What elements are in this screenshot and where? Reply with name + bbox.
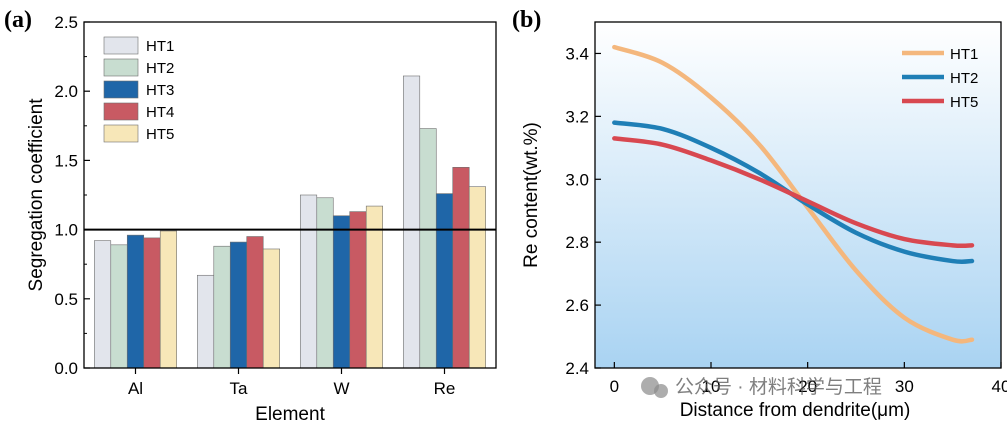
legend-swatch-ht2 xyxy=(103,58,139,77)
line-ht2 xyxy=(612,120,975,264)
line-ht5 xyxy=(612,136,975,249)
bar-group xyxy=(94,75,487,369)
bar-w-ht2 xyxy=(316,197,334,369)
x-tick-label: Ta xyxy=(230,379,249,398)
x-axis-ticks: 0 10 20 30 40 xyxy=(610,362,1007,396)
wechat-icon-small xyxy=(654,384,668,398)
series-lines xyxy=(612,44,975,344)
bar-al-ht1 xyxy=(94,240,112,369)
x-axis-title: Distance from dendrite(μm) xyxy=(680,400,911,421)
bar-ta-ht2 xyxy=(213,245,231,369)
x-tick-label: 40 xyxy=(992,377,1007,396)
watermark: 公众号 · 材料科学与工程 xyxy=(641,376,882,398)
y-tick-label: 2.8 xyxy=(565,233,589,252)
x-tick-label: 10 xyxy=(702,377,721,396)
x-axis-title: Element xyxy=(255,404,325,425)
legend-label-ht5: HT5 xyxy=(950,94,978,111)
bar-ta-ht3 xyxy=(229,241,248,369)
line-ht1 xyxy=(612,44,975,344)
bar-al-ht3 xyxy=(126,234,145,369)
legend-label-ht5: HT5 xyxy=(146,126,174,143)
bar-re-ht1 xyxy=(402,75,421,369)
bar-al-ht2 xyxy=(110,244,128,369)
bar-ta-ht4 xyxy=(246,236,264,369)
legend-label-ht1: HT1 xyxy=(146,38,174,55)
y-axis-title: Segregation coefficient xyxy=(26,98,47,292)
legend-label-ht4: HT4 xyxy=(146,104,174,121)
y-tick-label: 1.0 xyxy=(54,221,78,240)
bar-w-ht1 xyxy=(299,194,318,369)
bar-w-ht4 xyxy=(349,211,367,369)
y-tick-label: 3.4 xyxy=(565,44,589,63)
bar-w-ht3 xyxy=(332,215,351,369)
legend: HT1 HT2 HT3 HT4 HT5 xyxy=(103,36,174,143)
legend-label-ht1: HT1 xyxy=(950,46,978,63)
panel-a-label: (a) xyxy=(4,7,32,33)
bar-ta-ht5 xyxy=(262,248,281,369)
x-tick-label: 20 xyxy=(798,377,817,396)
legend-label-ht2: HT2 xyxy=(950,70,978,87)
x-tick-label: Al xyxy=(128,379,143,398)
legend-swatch-ht3 xyxy=(103,80,139,99)
panel-b-line-chart: (b) 2.4 2.6 2.8 3.0 3.2 3.4 0 10 20 30 40 Distanc… xyxy=(512,7,1007,421)
y-tick-label: 2.5 xyxy=(54,13,78,32)
y-axis-ticks: 0.0 0.5 1.0 1.5 2.0 2.5 xyxy=(54,13,90,378)
y-tick-label: 0.0 xyxy=(54,359,78,378)
panel-b-label: (b) xyxy=(512,7,541,33)
watermark-text: 公众号 · 材料科学与工程 xyxy=(675,376,882,398)
y-axis-ticks: 2.4 2.6 2.8 3.0 3.2 3.4 xyxy=(565,44,601,378)
x-tick-label: 0 xyxy=(610,377,619,396)
legend-label-ht2: HT2 xyxy=(146,60,174,77)
legend-swatch-ht1 xyxy=(103,36,139,55)
legend-label-ht3: HT3 xyxy=(146,82,174,99)
y-tick-label: 2.4 xyxy=(565,359,589,378)
y-tick-label: 2.0 xyxy=(54,82,78,101)
y-tick-label: 3.0 xyxy=(565,170,589,189)
bar-re-ht2 xyxy=(419,128,437,369)
bar-re-ht3 xyxy=(435,193,454,369)
bar-ta-ht1 xyxy=(197,274,215,369)
panel-a-bar-chart: (a) 0.0 0.5 1.0 1.5 2.0 2.5 Al Ta W Re Element S… xyxy=(4,7,497,425)
bar-al-ht5 xyxy=(159,230,178,369)
bar-re-ht5 xyxy=(468,186,487,369)
x-tick-label: 30 xyxy=(895,377,914,396)
legend: HT1 HT2 HT5 xyxy=(902,46,978,111)
y-axis-title: Re content(wt.%) xyxy=(521,122,542,268)
y-tick-label: 1.5 xyxy=(54,151,78,170)
x-axis-ticks: Al Ta W Re xyxy=(128,368,455,398)
bar-re-ht4 xyxy=(452,167,470,369)
bar-al-ht4 xyxy=(143,237,161,369)
y-tick-label: 2.6 xyxy=(565,296,589,315)
y-tick-label: 0.5 xyxy=(54,290,78,309)
y-tick-label: 3.2 xyxy=(565,107,589,126)
legend-swatch-ht5 xyxy=(103,124,139,143)
x-tick-label: Re xyxy=(434,379,456,398)
x-tick-label: W xyxy=(333,379,349,398)
legend-swatch-ht4 xyxy=(103,102,139,121)
